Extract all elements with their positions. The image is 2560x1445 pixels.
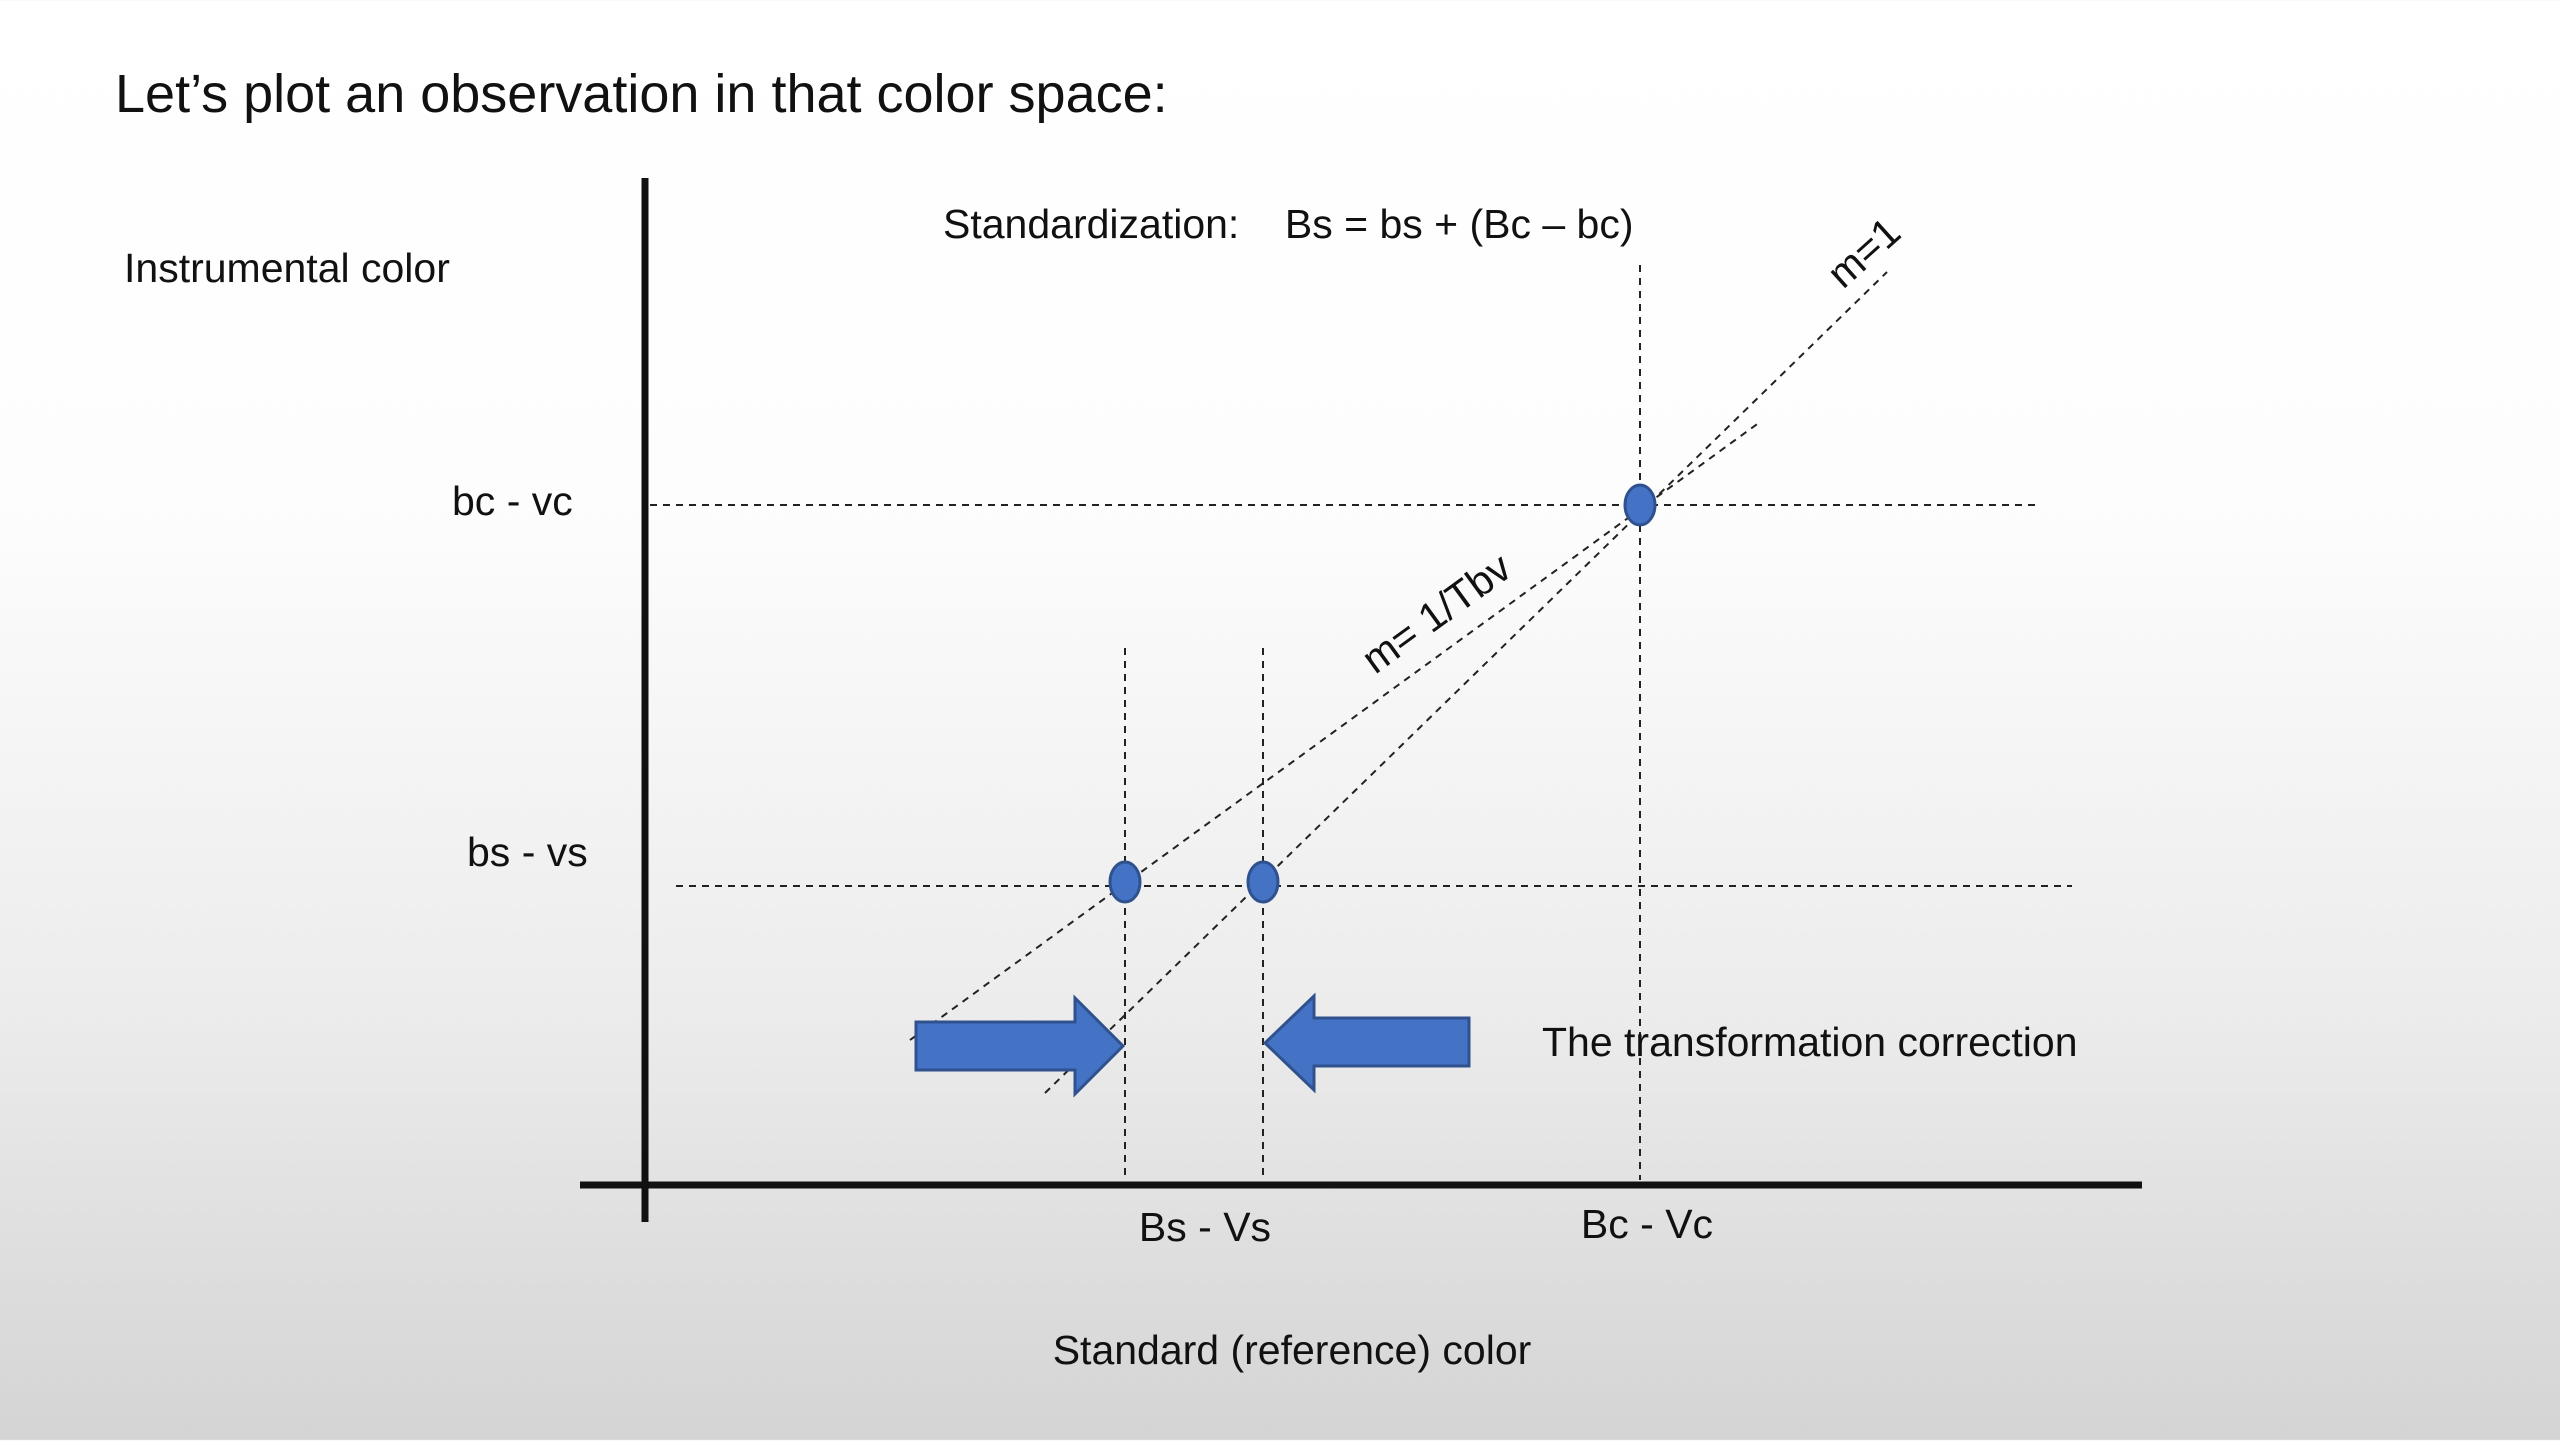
slope-one-line (1044, 271, 1888, 1094)
standardization-formula: Standardization: Bs = bs + (Bc – bc) (943, 201, 1634, 247)
slide-title: Let’s plot an observation in that color … (115, 64, 1168, 124)
standardized-point (1108, 860, 1142, 904)
x-axis-label: Standard (reference) color (1053, 1327, 1532, 1373)
y-tick-lower: bs - vs (467, 829, 588, 875)
transformation-correction-label: The transformation correction (1542, 1019, 2078, 1065)
x-tick-right: Bc - Vc (1581, 1201, 1713, 1247)
x-tick-left: Bs - Vs (1139, 1204, 1271, 1250)
reference-point (1623, 483, 1657, 527)
slope-tbv-line (909, 421, 1761, 1041)
slope-one-label: m=1 (1818, 208, 1909, 296)
y-tick-upper: bc - vc (452, 478, 573, 524)
left-arrow-icon (1262, 992, 1471, 1094)
slope-tbv-label: m= 1/Tbv (1353, 544, 1520, 683)
y-axis-label: Instrumental color (124, 245, 450, 291)
instrumental-point (1246, 860, 1280, 904)
right-arrow-icon (914, 994, 1126, 1098)
